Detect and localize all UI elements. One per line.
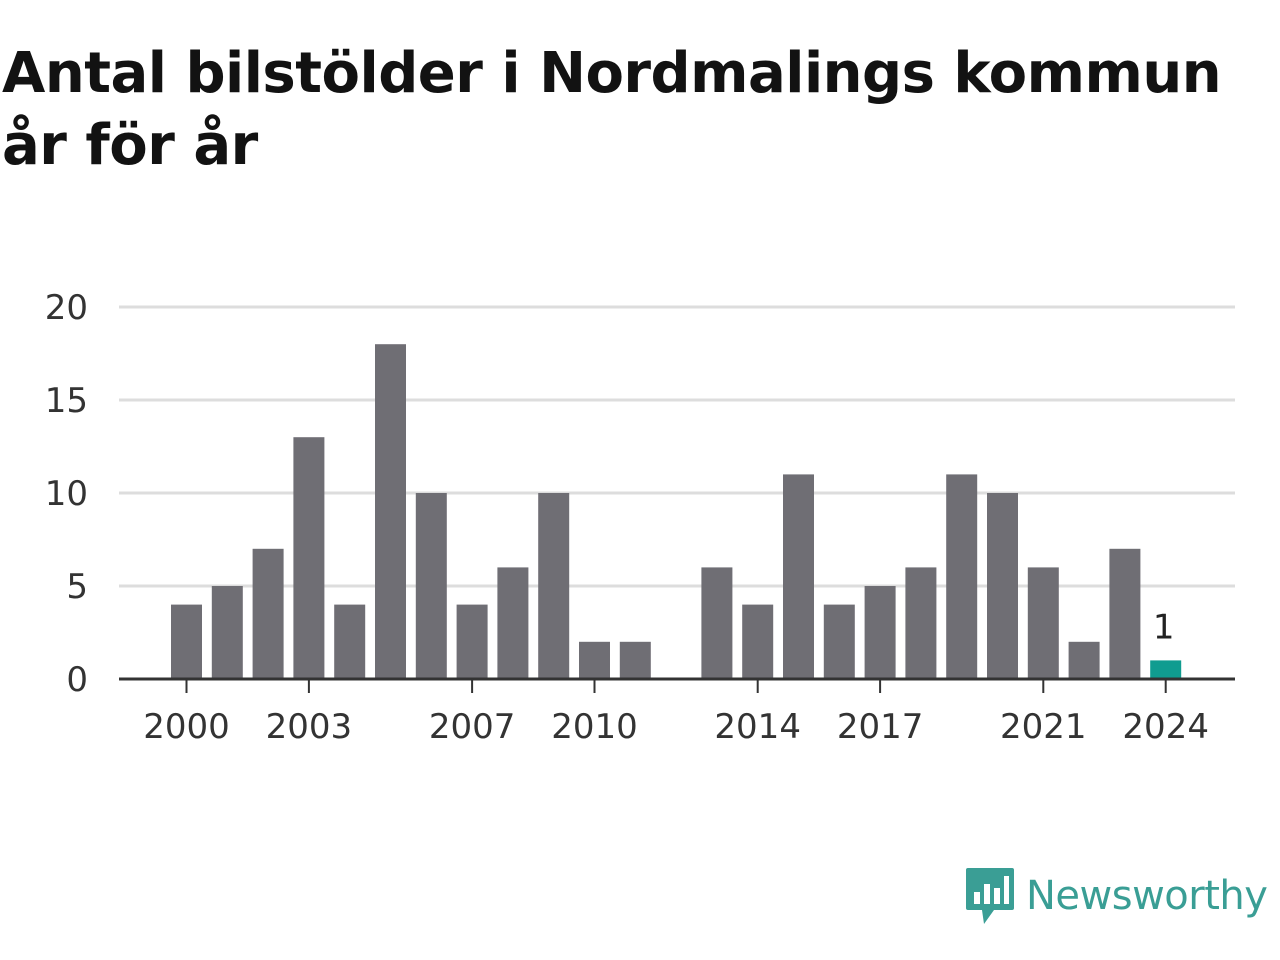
- y-tick-label: 5: [66, 567, 88, 607]
- bar-2017: [864, 586, 896, 679]
- bar-2019: [946, 474, 978, 679]
- bar-2000: [171, 604, 202, 679]
- chart-title: Antal bilstölder i Nordmalings kommun år…: [2, 41, 1222, 178]
- bar-2020: [987, 493, 1018, 679]
- bars: [171, 344, 1182, 679]
- bar-2007: [456, 604, 488, 679]
- bar-2024: [1150, 660, 1182, 679]
- bar-2021: [1027, 567, 1059, 679]
- bar-2004: [334, 604, 366, 679]
- y-tick-label: 10: [45, 474, 88, 514]
- bar-2023: [1109, 548, 1141, 679]
- y-axis-labels: 0 5 10 15 20: [45, 288, 88, 700]
- bar-2015: [783, 474, 814, 679]
- y-tick-label: 20: [45, 288, 88, 328]
- brand-logo: Newsworthy: [964, 864, 1268, 928]
- x-tick-label: 2003: [266, 707, 353, 747]
- bar-2014: [742, 604, 774, 679]
- x-tick-label: 2024: [1122, 707, 1209, 747]
- bar-2005: [375, 344, 406, 679]
- bar-2008: [497, 567, 529, 679]
- bar-2018: [905, 567, 937, 679]
- x-axis-labels: 2000 2003 2007 2010 2014 2017 2021 2024: [143, 707, 1209, 747]
- x-tick-label: 2017: [837, 707, 924, 747]
- x-tick-label: 2007: [429, 707, 516, 747]
- bar-2006: [415, 493, 447, 679]
- x-tick-label: 2014: [714, 707, 801, 747]
- x-tick-label: 2010: [551, 707, 638, 747]
- gridlines: [119, 305, 1235, 588]
- brand-name: Newsworthy: [1026, 873, 1268, 919]
- y-tick-label: 15: [45, 381, 88, 421]
- bar-2022: [1068, 641, 1100, 679]
- bar-2009: [538, 493, 570, 679]
- bar-2001: [211, 586, 243, 679]
- x-axis: [119, 677, 1235, 693]
- x-tick-label: 2000: [143, 707, 230, 747]
- y-tick-label: 0: [66, 660, 88, 700]
- bar-2013: [701, 567, 733, 679]
- newsworthy-logo-icon: [966, 868, 1014, 924]
- annotations: 1: [1153, 607, 1175, 647]
- data-label-2024: 1: [1153, 607, 1175, 647]
- bar-2002: [252, 548, 284, 679]
- bar-2016: [823, 604, 855, 679]
- bar-2003: [293, 437, 325, 679]
- bar-2010: [579, 641, 610, 679]
- x-tick-label: 2021: [1000, 707, 1087, 747]
- bar-2011: [619, 641, 651, 679]
